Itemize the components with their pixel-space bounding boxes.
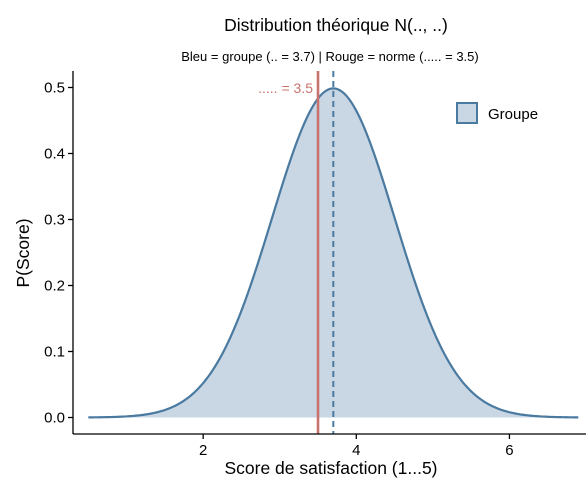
legend: Groupe <box>456 102 538 124</box>
chart-subtitle: Bleu = groupe (.. = 3.7) | Rouge = norme… <box>181 49 478 64</box>
x-axis-title: Score de satisfaction (1...5) <box>224 458 437 478</box>
y-axis-title: P(Score) <box>13 218 33 287</box>
legend-key-groupe <box>456 102 478 124</box>
y-tick-label: 0.2 <box>44 278 65 295</box>
x-tick-label: 2 <box>199 442 207 459</box>
y-tick-label: 0.5 <box>44 80 65 97</box>
chart-title: Distribution théorique N(.., ..) <box>224 15 448 35</box>
plot-area: ..... = 3.5 0.0 0.1 0.2 0.3 0.4 0.5 2 4 6 <box>44 71 586 459</box>
y-tick-label: 0.1 <box>44 344 65 361</box>
y-tick-label: 0.4 <box>44 146 65 163</box>
y-tick-label: 0.0 <box>44 410 65 427</box>
legend-label-groupe: Groupe <box>488 106 538 123</box>
x-tick-label: 6 <box>505 442 513 459</box>
density-line-groupe <box>88 87 579 419</box>
x-tick-label: 4 <box>352 442 360 459</box>
norm-line-label: ..... = 3.5 <box>258 80 313 96</box>
y-tick-label: 0.3 <box>44 212 65 229</box>
